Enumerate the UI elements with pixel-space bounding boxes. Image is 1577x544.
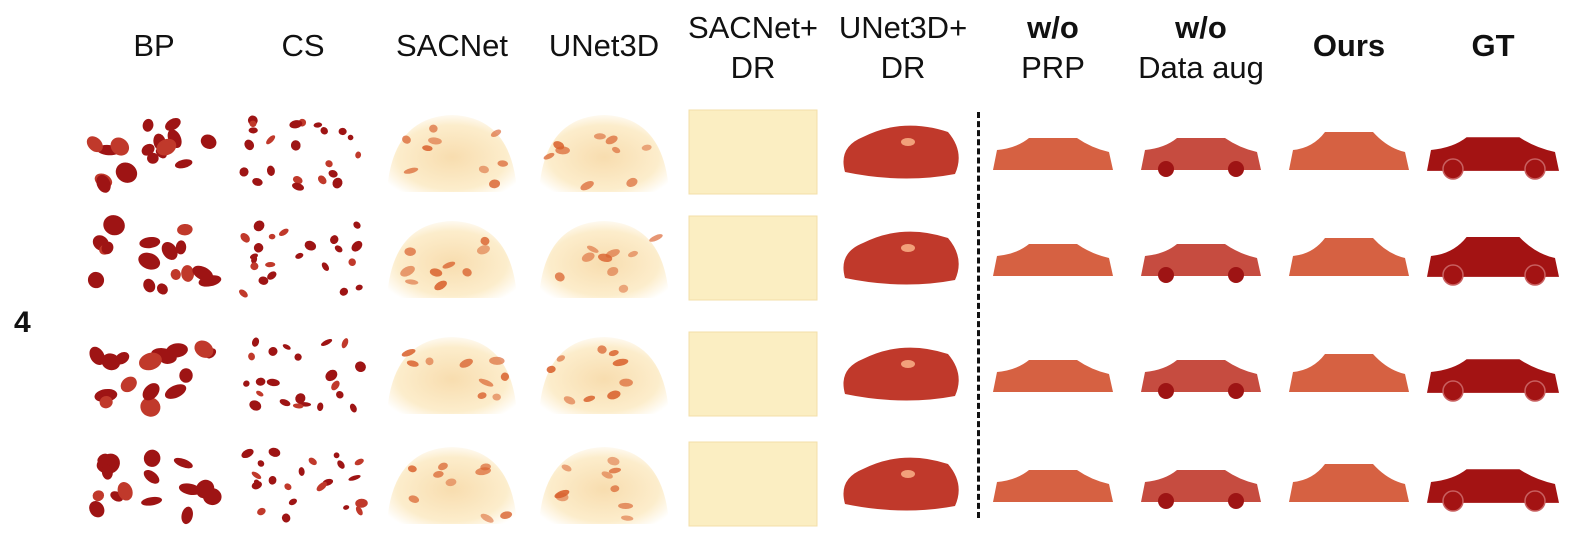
cell-sacnet-dr-row-2 bbox=[688, 215, 818, 301]
cell-unet3d-row-1 bbox=[539, 115, 669, 192]
cell-sacnet-row-3 bbox=[387, 337, 517, 414]
cell-wo-aug-row-4 bbox=[1141, 470, 1261, 509]
cell-sacnet-dr-row-3 bbox=[688, 331, 818, 417]
header-wo-prp: w/o PRP bbox=[978, 8, 1128, 88]
header-unet3d-dr: UNet3D+ DR bbox=[828, 8, 978, 88]
cell-unet3d-dr-row-2 bbox=[843, 231, 959, 285]
cell-sacnet-dr-row-1 bbox=[688, 109, 818, 195]
cell-sacnet-dr-row-4 bbox=[688, 441, 818, 527]
cell-gt-row-2 bbox=[1427, 237, 1559, 286]
cell-sacnet-row-1 bbox=[387, 115, 517, 192]
header-sacnet-dr: SACNet+ DR bbox=[678, 8, 828, 88]
header-wo-prp-line-1: w/o bbox=[1027, 10, 1079, 45]
dashed-divider bbox=[977, 112, 980, 518]
cell-ours-row-2 bbox=[1289, 238, 1409, 276]
header-sacnet-line-1: SACNet bbox=[396, 28, 508, 63]
header-unet3d-line-1: UNet3D bbox=[548, 28, 660, 63]
cell-unet3d-row-2 bbox=[539, 221, 669, 298]
cell-sacnet-row-2 bbox=[387, 221, 517, 298]
header-gt-line-1: GT bbox=[1471, 28, 1515, 63]
cell-unet3d-dr-row-1 bbox=[843, 125, 959, 179]
cell-sacnet-row-4 bbox=[387, 447, 517, 524]
cell-ours-row-4 bbox=[1289, 464, 1409, 502]
header-sacnet-dr-line-2: DR bbox=[730, 50, 776, 85]
header-gt: GT bbox=[1418, 26, 1568, 66]
header-wo-aug-line-1: w/o bbox=[1175, 10, 1227, 45]
cell-wo-aug-row-3 bbox=[1141, 360, 1261, 399]
header-unet3d: UNet3D bbox=[529, 26, 679, 66]
header-wo-aug-line-2: Data aug bbox=[1138, 50, 1264, 85]
header-sacnet: SACNet bbox=[377, 26, 527, 66]
cell-cs-row-4 bbox=[241, 447, 368, 523]
cell-wo-prp-row-1 bbox=[993, 138, 1113, 170]
header-sacnet-dr-line-1: SACNet+ bbox=[687, 10, 819, 45]
cell-wo-prp-row-4 bbox=[993, 470, 1113, 502]
cell-wo-aug-row-2 bbox=[1141, 244, 1261, 283]
cell-unet3d-row-3 bbox=[539, 337, 669, 414]
cell-wo-prp-row-2 bbox=[993, 244, 1113, 276]
row-label: 4 bbox=[14, 306, 31, 339]
cell-wo-aug-row-1 bbox=[1141, 138, 1261, 177]
cell-unet3d-row-4 bbox=[539, 447, 669, 524]
header-cs: CS bbox=[228, 26, 378, 66]
cell-gt-row-3 bbox=[1427, 359, 1559, 402]
cell-unet3d-dr-row-3 bbox=[843, 347, 959, 401]
cell-bp-row-1 bbox=[86, 117, 217, 193]
cell-bp-row-2 bbox=[87, 215, 222, 295]
cell-ours-row-1 bbox=[1289, 132, 1409, 170]
header-unet3d-dr-line-2: DR bbox=[880, 50, 926, 85]
cell-unet3d-dr-row-4 bbox=[843, 457, 959, 511]
cell-cs-row-3 bbox=[243, 337, 366, 413]
cell-ours-row-3 bbox=[1289, 354, 1409, 392]
header-wo-aug: w/o Data aug bbox=[1126, 8, 1276, 88]
header-ours: Ours bbox=[1274, 26, 1424, 66]
header-unet3d-dr-line-1: UNet3D+ bbox=[838, 10, 968, 45]
header-ours-line-1: Ours bbox=[1312, 28, 1386, 63]
header-bp-line-1: BP bbox=[133, 28, 175, 63]
header-wo-prp-line-2: PRP bbox=[1021, 50, 1085, 85]
cell-bp-row-3 bbox=[89, 340, 217, 417]
cell-gt-row-4 bbox=[1427, 469, 1559, 512]
cell-wo-prp-row-3 bbox=[993, 360, 1113, 392]
cell-bp-row-4 bbox=[89, 449, 222, 525]
cell-cs-row-2 bbox=[239, 220, 363, 298]
header-cs-line-1: CS bbox=[281, 28, 325, 63]
header-bp: BP bbox=[79, 26, 229, 66]
cell-gt-row-1 bbox=[1427, 137, 1559, 180]
cell-cs-row-1 bbox=[239, 115, 362, 191]
